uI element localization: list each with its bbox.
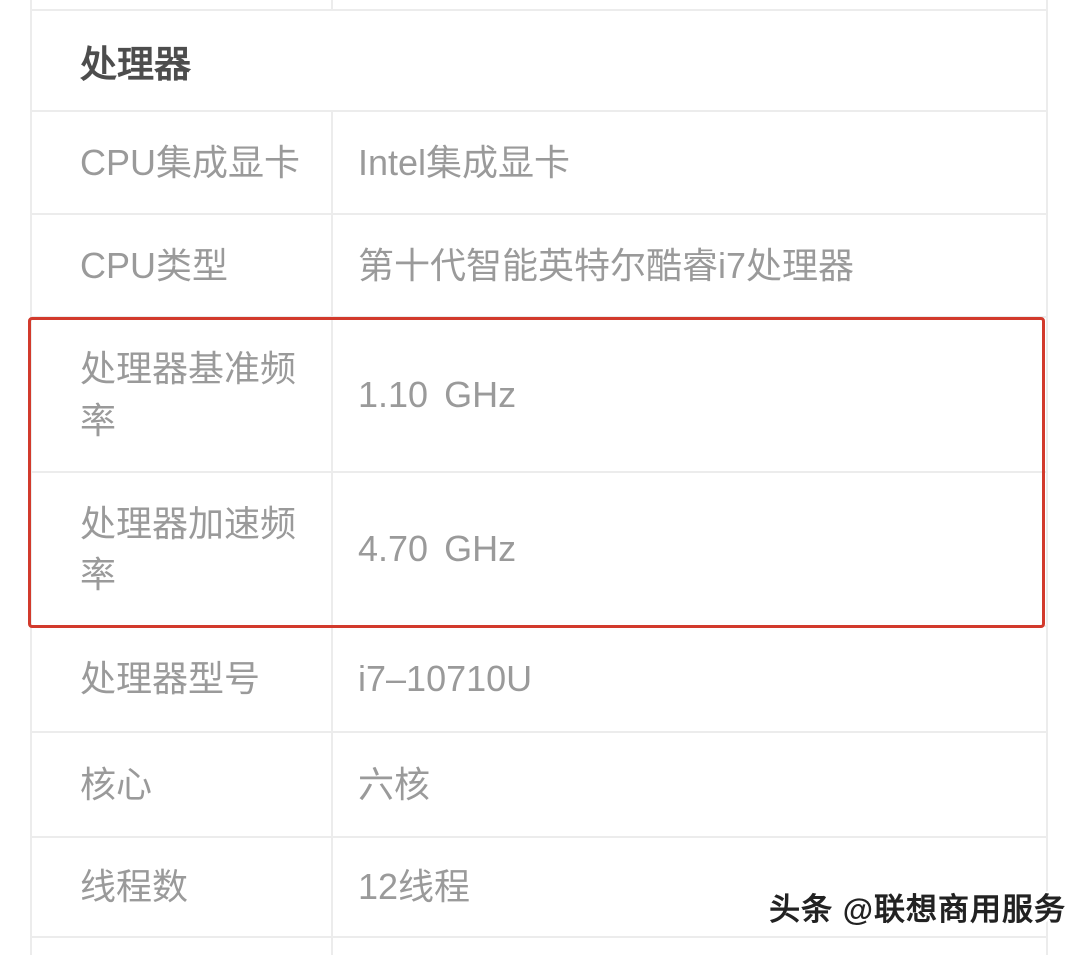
spec-label: 处理器加速频率 <box>32 473 333 625</box>
table-row-highlighted: 处理器加速频率 4.70 GHz <box>32 473 1046 627</box>
spec-value: 第十代智能英特尔酷睿i7处理器 <box>358 244 855 286</box>
partial-label-cell <box>32 938 333 955</box>
processor-spec-table: 处理器 CPU集成显卡 Intel集成显卡 CPU类型 第十代智能英特尔酷睿i7… <box>30 0 1048 955</box>
table-row-highlighted: 处理器基准频率 1.10 GHz <box>32 318 1046 473</box>
toutiao-watermark: 头条 @联想商用服务 <box>769 892 1066 927</box>
spec-value: Intel集成显卡 <box>358 141 571 183</box>
spec-value: 1.10 GHz <box>358 373 517 415</box>
section-header-row: 处理器 <box>32 11 1046 112</box>
spec-label: 线程数 <box>32 838 333 936</box>
spec-label: 处理器基准频率 <box>32 318 333 471</box>
section-title: 处理器 <box>80 43 191 85</box>
spec-label: 处理器型号 <box>32 627 333 731</box>
spec-label: 核心 <box>32 733 333 836</box>
table-row: 线程数 12线程 <box>32 838 1046 938</box>
spec-value: 六核 <box>358 763 431 805</box>
spec-label: CPU集成显卡 <box>32 112 333 213</box>
spec-label: CPU类型 <box>32 215 333 316</box>
partial-value-cell <box>333 938 1046 955</box>
table-row: CPU类型 第十代智能英特尔酷睿i7处理器 <box>32 215 1046 318</box>
table-row: 核心 六核 <box>32 733 1046 838</box>
partial-label-cell <box>32 0 333 9</box>
table-row-partial-top <box>32 0 1046 11</box>
spec-value: 12线程 <box>358 866 471 908</box>
spec-value: 4.70 GHz <box>358 528 517 570</box>
spec-value: i7–10710U <box>358 658 533 700</box>
table-row: CPU集成显卡 Intel集成显卡 <box>32 112 1046 215</box>
partial-value-cell <box>333 0 1046 9</box>
table-row-partial-bottom <box>32 938 1046 955</box>
table-row: 处理器型号 i7–10710U <box>32 627 1046 733</box>
